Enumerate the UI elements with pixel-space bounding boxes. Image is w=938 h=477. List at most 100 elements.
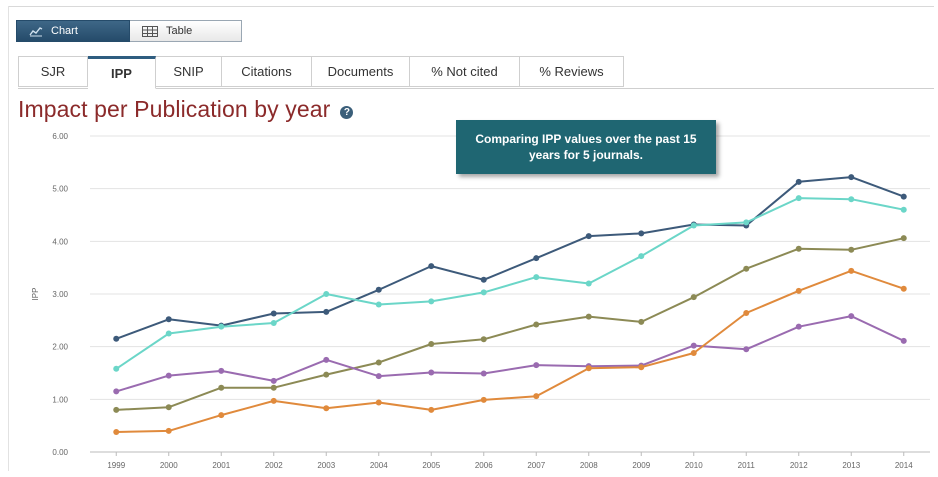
series-4-point (900, 337, 907, 344)
series-3-point (165, 404, 172, 411)
series-3-point (638, 318, 645, 325)
series-3-point (690, 294, 697, 301)
metric-tabs: SJR IPP SNIP Citations Documents % Not c… (18, 56, 624, 89)
x-tick-label: 1999 (107, 461, 125, 470)
tab-label: % Reviews (539, 64, 604, 79)
series-5-point (638, 364, 645, 371)
left-border (8, 6, 9, 471)
x-tick-label: 2014 (895, 461, 913, 470)
series-3-point (428, 341, 435, 348)
series-1-point (848, 174, 855, 181)
x-tick-label: 2003 (317, 461, 335, 470)
series-2-point (743, 219, 750, 226)
series-1-point (323, 308, 330, 315)
tab-label: SJR (40, 64, 66, 79)
x-tick-label: 2006 (475, 461, 493, 470)
tab-label: % Not cited (431, 64, 498, 79)
series-1-point (795, 178, 802, 185)
series-4-point (270, 377, 277, 384)
series-4-point (113, 388, 120, 395)
series-1-point (638, 230, 645, 237)
series-3-point (533, 321, 540, 328)
chart-view-button[interactable]: Chart (16, 20, 130, 42)
callout-annotation: Comparing IPP values over the past 15 ye… (456, 120, 716, 174)
y-tick-label: 2.00 (52, 343, 68, 352)
series-2-point (218, 323, 225, 330)
tab-label: Documents (327, 64, 394, 79)
y-tick-label: 1.00 (52, 395, 68, 404)
x-tick-label: 2009 (632, 461, 650, 470)
series-5-point (270, 397, 277, 404)
series-4-point (480, 370, 487, 377)
y-tick-label: 6.00 (52, 132, 68, 141)
x-tick-label: 2007 (527, 461, 545, 470)
series-1-point (480, 276, 487, 283)
x-tick-label: 2013 (842, 461, 860, 470)
series-5-point (375, 399, 382, 406)
series-2-point (690, 222, 697, 229)
series-1-point (165, 316, 172, 323)
tab-citations[interactable]: Citations (222, 56, 312, 87)
series-1-point (428, 263, 435, 270)
tab-not-cited[interactable]: % Not cited (410, 56, 520, 87)
series-2-point (428, 298, 435, 305)
series-2-point (848, 196, 855, 203)
table-view-label: Table (166, 25, 193, 37)
x-tick-label: 2008 (580, 461, 598, 470)
series-5-point (113, 428, 120, 435)
tab-sjr[interactable]: SJR (18, 56, 88, 87)
tab-reviews[interactable]: % Reviews (520, 56, 624, 87)
series-1-point (533, 255, 540, 262)
x-tick-label: 2010 (685, 461, 703, 470)
series-2-point (165, 330, 172, 337)
series-3-point (270, 384, 277, 391)
series-5-point (743, 309, 750, 316)
series-2-point (900, 206, 907, 213)
series-3-point (480, 336, 487, 343)
x-tick-label: 2001 (212, 461, 230, 470)
series-1-line (115, 176, 905, 340)
help-icon[interactable]: ? (340, 106, 354, 119)
y-axis-label: IPP (31, 288, 40, 301)
series-4-point (533, 362, 540, 369)
series-3-point (113, 406, 120, 413)
series-2-point (795, 195, 802, 202)
x-tick-label: 2004 (370, 461, 388, 470)
series-4-point (428, 369, 435, 376)
y-tick-label: 0.00 (52, 448, 68, 457)
series-3-line (116, 237, 905, 411)
series-5-point (165, 427, 172, 434)
series-5-point (428, 406, 435, 413)
series-3-point (585, 313, 592, 320)
x-tick-label: 2000 (160, 461, 178, 470)
series-4-point (375, 373, 382, 380)
series-5-point (900, 285, 907, 292)
series-4-point (323, 356, 330, 363)
x-tick-label: 2011 (738, 461, 756, 470)
series-5-point (480, 396, 487, 403)
series-5-point (533, 393, 540, 400)
series-3-point (848, 246, 855, 253)
series-4-point (848, 313, 855, 320)
tab-ipp[interactable]: IPP (88, 56, 156, 89)
series-4-line (116, 315, 905, 393)
series-2-line (115, 197, 904, 370)
tabs-underline (18, 88, 934, 89)
x-tick-label: 2002 (265, 461, 283, 470)
tab-documents[interactable]: Documents (312, 56, 410, 87)
x-tick-label: 2012 (790, 461, 808, 470)
y-tick-label: 3.00 (52, 290, 68, 299)
tab-label: SNIP (173, 64, 204, 79)
series-5-point (690, 349, 697, 356)
series-2-point (585, 280, 592, 287)
series-3-point (900, 235, 907, 242)
series-3-point (323, 371, 330, 378)
x-tick-label: 2005 (422, 461, 440, 470)
series-2-point (533, 274, 540, 281)
tab-snip[interactable]: SNIP (156, 56, 222, 87)
table-view-button[interactable]: Table (130, 20, 242, 42)
chart-heading: Impact per Publication by year ? (18, 96, 354, 123)
line-chart-icon (29, 26, 43, 37)
series-4-point (743, 346, 750, 353)
